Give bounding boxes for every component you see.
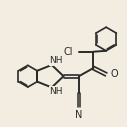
- Text: N: N: [75, 110, 83, 120]
- Text: O: O: [110, 69, 118, 79]
- Text: NH: NH: [50, 87, 63, 96]
- Text: Cl: Cl: [63, 47, 73, 57]
- Text: NH: NH: [50, 57, 63, 65]
